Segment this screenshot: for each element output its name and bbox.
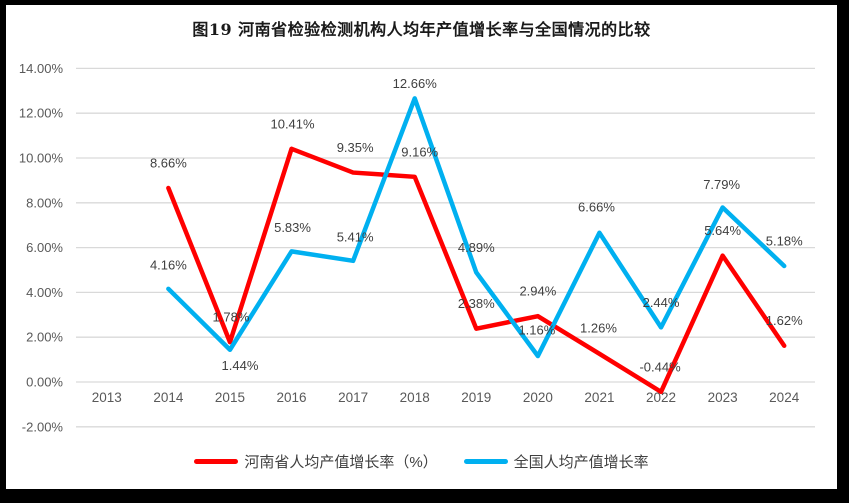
data-label-series-0: 2.94% [519, 284, 556, 299]
data-label-series-1: 4.16% [150, 257, 187, 272]
henan-series-swatch-icon [194, 459, 239, 464]
data-label-series-0: 1.62% [766, 313, 803, 328]
x-axis-tick-label: 2016 [277, 390, 307, 405]
x-axis-tick-label: 2015 [215, 390, 245, 405]
y-axis-tick-label: 2.00% [26, 330, 63, 345]
y-axis-tick-label: 14.00% [19, 61, 64, 76]
data-label-series-0: 5.64% [704, 223, 741, 238]
legend-item-henan: 河南省人均产值增长率（%） [194, 451, 438, 472]
data-label-series-1: 12.66% [393, 76, 438, 91]
x-axis-tick-label: 2024 [769, 390, 800, 405]
x-axis-tick-label: 2021 [584, 390, 614, 405]
data-label-series-0: 1.78% [213, 310, 250, 325]
data-label-series-1: 7.79% [703, 177, 740, 192]
data-label-series-0: 10.41% [270, 116, 315, 131]
data-label-series-0: 2.38% [458, 296, 495, 311]
data-label-series-0: -0.44% [639, 359, 681, 374]
legend-item-national: 全国人均产值增长率 [463, 451, 649, 472]
x-axis-tick-label: 2018 [400, 390, 430, 405]
x-axis-tick-label: 2023 [708, 390, 738, 405]
y-axis-tick-label: 0.00% [26, 375, 63, 390]
series-line-0 [166, 146, 787, 395]
series-line-1 [166, 96, 787, 359]
data-label-series-1: 5.83% [274, 220, 311, 235]
y-axis-tick-label: 4.00% [26, 285, 63, 300]
data-label-series-1: 1.44% [222, 358, 259, 373]
x-axis-tick-label: 2019 [461, 390, 491, 405]
national-series-label: 全国人均产值增长率 [513, 454, 649, 471]
y-axis-tick-label: 8.00% [26, 195, 63, 210]
y-axis-tick-label: 6.00% [26, 240, 63, 255]
x-axis-tick-label: 2013 [92, 390, 122, 405]
data-label-series-0: 9.16% [401, 144, 438, 159]
chart-legend: 河南省人均产值增长率（%） 全国人均产值增长率 [6, 451, 837, 472]
national-series-swatch-icon [463, 459, 508, 464]
x-axis-tick-label: 2022 [646, 390, 676, 405]
data-label-series-1: 6.66% [578, 199, 615, 214]
data-label-series-0: 9.35% [337, 140, 374, 155]
data-label-series-1: 1.16% [518, 323, 555, 338]
y-axis-tick-label: 12.00% [19, 106, 64, 121]
data-label-series-0: 8.66% [150, 156, 187, 171]
data-label-series-0: 1.26% [580, 320, 617, 335]
data-label-series-1: 4.89% [458, 240, 495, 255]
data-label-series-1: 2.44% [643, 295, 680, 310]
data-label-series-1: 5.18% [766, 233, 803, 248]
chart-canvas: 图19 河南省检验检测机构人均年产值增长率与全国情况的比较 14.00% 12.0… [6, 5, 837, 489]
x-axis-tick-label: 2014 [153, 390, 184, 405]
chart-title: 图19 河南省检验检测机构人均年产值增长率与全国情况的比较 [192, 20, 651, 39]
line-chart-svg: 14.00% 12.00% 10.00% 8.00% 6.00% 4.00% 2.00% 0.… [19, 61, 815, 434]
x-axis-tick-label: 2020 [523, 390, 553, 405]
y-axis-tick-label: -2.00% [22, 419, 64, 434]
y-axis-tick-label: 10.00% [19, 151, 64, 166]
data-label-series-1: 5.41% [337, 229, 374, 244]
henan-series-label: 河南省人均产值增长率（%） [244, 454, 438, 471]
x-axis-tick-label: 2017 [338, 390, 368, 405]
